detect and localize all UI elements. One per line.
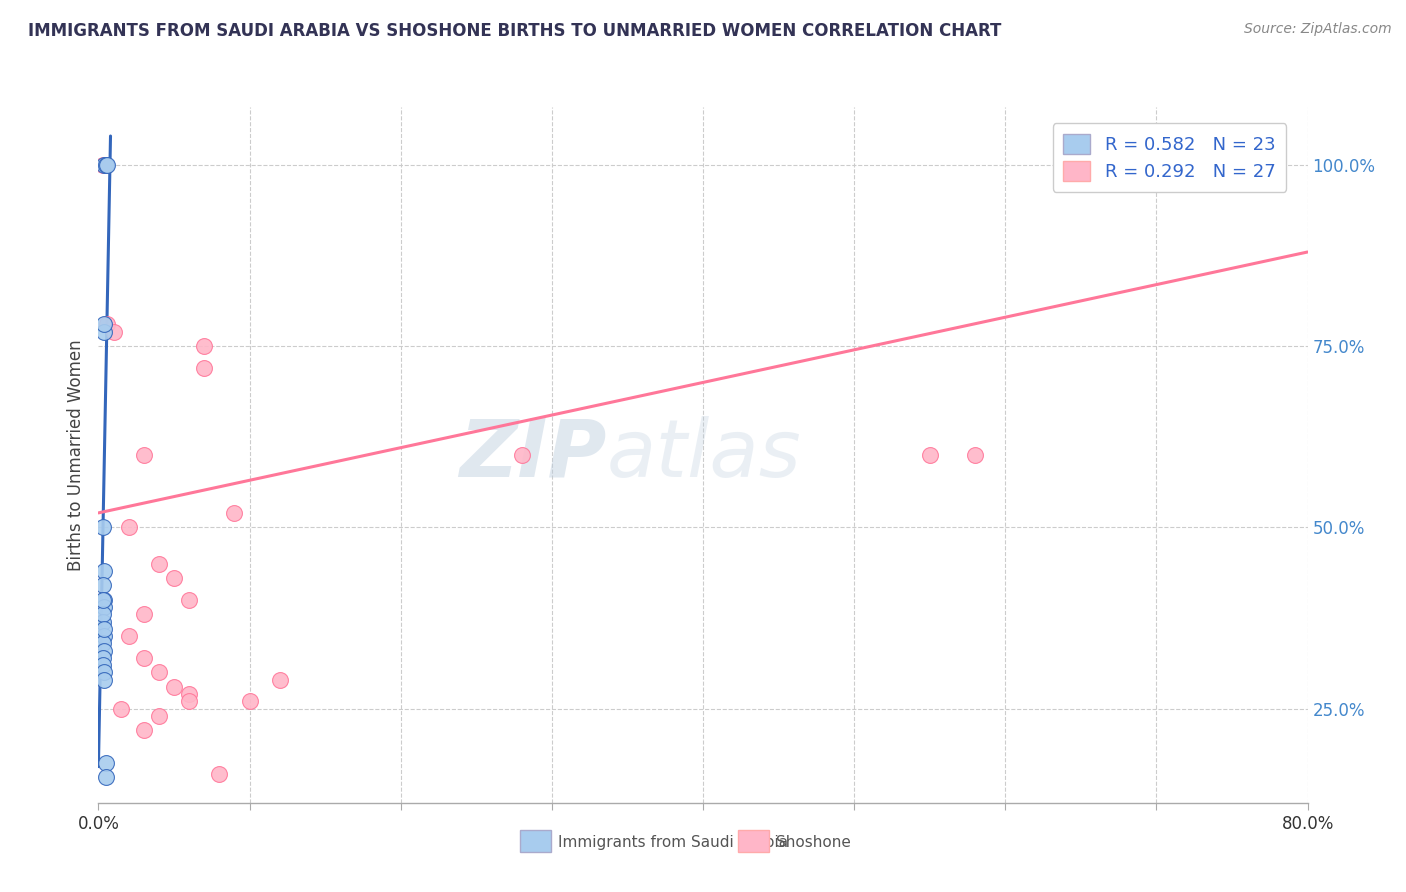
Point (96, 158, 118, 172)
Point (93, 673, 115, 687)
Point (91, 615, 114, 629)
Y-axis label: Births to Unmarried Women: Births to Unmarried Women (66, 339, 84, 571)
Point (93, 622, 115, 636)
Point (91, 520, 114, 534)
Text: atlas: atlas (606, 416, 801, 494)
Text: Shoshone: Shoshone (776, 835, 851, 849)
Point (239, 694, 262, 708)
Point (224, 506, 246, 520)
Point (94, 756, 117, 770)
Point (91, 636, 114, 650)
Point (510, 448, 533, 462)
Text: IMMIGRANTS FROM SAUDI ARABIA VS SHOSHONE BIRTHS TO UNMARRIED WOMEN CORRELATION C: IMMIGRANTS FROM SAUDI ARABIA VS SHOSHONE… (28, 22, 1001, 40)
Point (94, 771, 117, 785)
Point (91, 578, 114, 592)
Point (110, 701, 132, 715)
Point (94, 158, 117, 172)
Point (177, 687, 201, 701)
Point (193, 339, 215, 353)
Point (93, 592, 115, 607)
Point (91, 607, 114, 622)
Point (918, 448, 941, 462)
Point (91, 592, 114, 607)
Point (132, 723, 155, 738)
Point (132, 448, 155, 462)
Point (93, 318, 115, 332)
Point (93, 325, 115, 339)
Point (163, 571, 186, 585)
Point (269, 673, 291, 687)
Point (118, 520, 141, 534)
Point (132, 651, 155, 665)
Point (132, 607, 155, 622)
Point (93, 564, 115, 578)
Point (193, 361, 215, 376)
Point (91, 651, 114, 665)
Point (91, 658, 114, 673)
Point (177, 694, 201, 708)
Point (93, 665, 115, 680)
Point (93, 158, 115, 172)
Point (208, 766, 231, 781)
Point (91, 158, 114, 172)
Point (93, 600, 115, 615)
Point (177, 592, 201, 607)
Point (93, 629, 115, 643)
Point (148, 665, 170, 680)
Point (96, 318, 118, 332)
Point (118, 629, 141, 643)
Text: Immigrants from Saudi Arabia: Immigrants from Saudi Arabia (558, 835, 789, 849)
Point (148, 557, 170, 571)
Text: ZIP: ZIP (458, 416, 606, 494)
Point (93, 643, 115, 657)
Point (965, 448, 987, 462)
Text: Source: ZipAtlas.com: Source: ZipAtlas.com (1244, 22, 1392, 37)
Point (148, 708, 170, 723)
Point (163, 680, 186, 694)
Legend: R = 0.582   N = 23, R = 0.292   N = 27: R = 0.582 N = 23, R = 0.292 N = 27 (1053, 123, 1286, 192)
Point (103, 325, 125, 339)
